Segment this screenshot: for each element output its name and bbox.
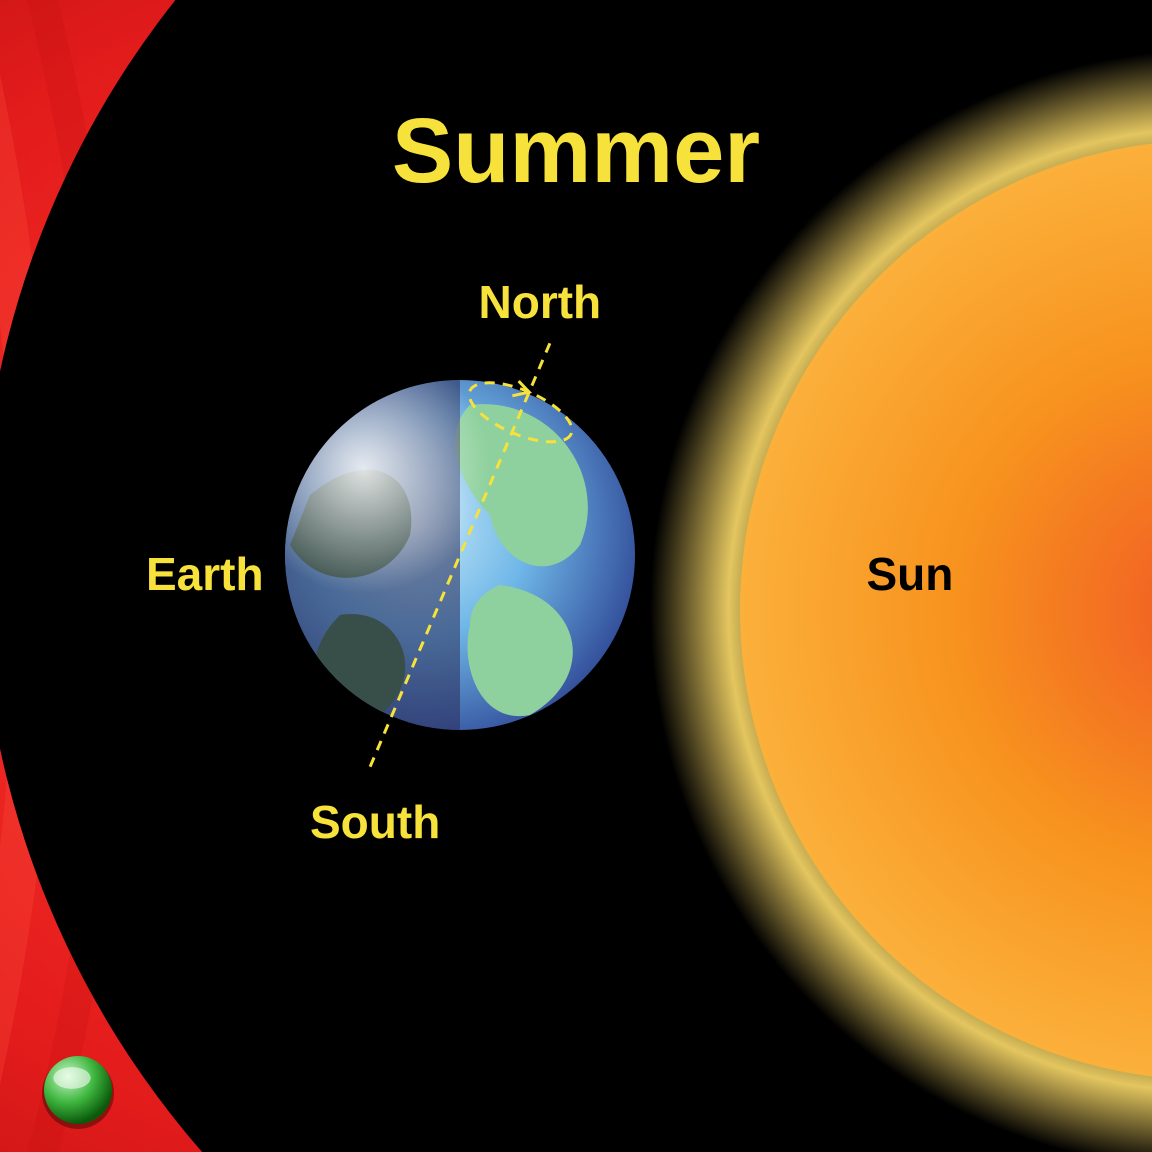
label-earth: Earth (146, 547, 264, 601)
nav-dot[interactable] (44, 1056, 112, 1124)
title: Summer (0, 99, 1152, 204)
label-north: North (479, 275, 602, 329)
label-sun: Sun (867, 547, 954, 601)
label-south: South (310, 795, 440, 849)
nav-dot-gloss (53, 1067, 90, 1089)
